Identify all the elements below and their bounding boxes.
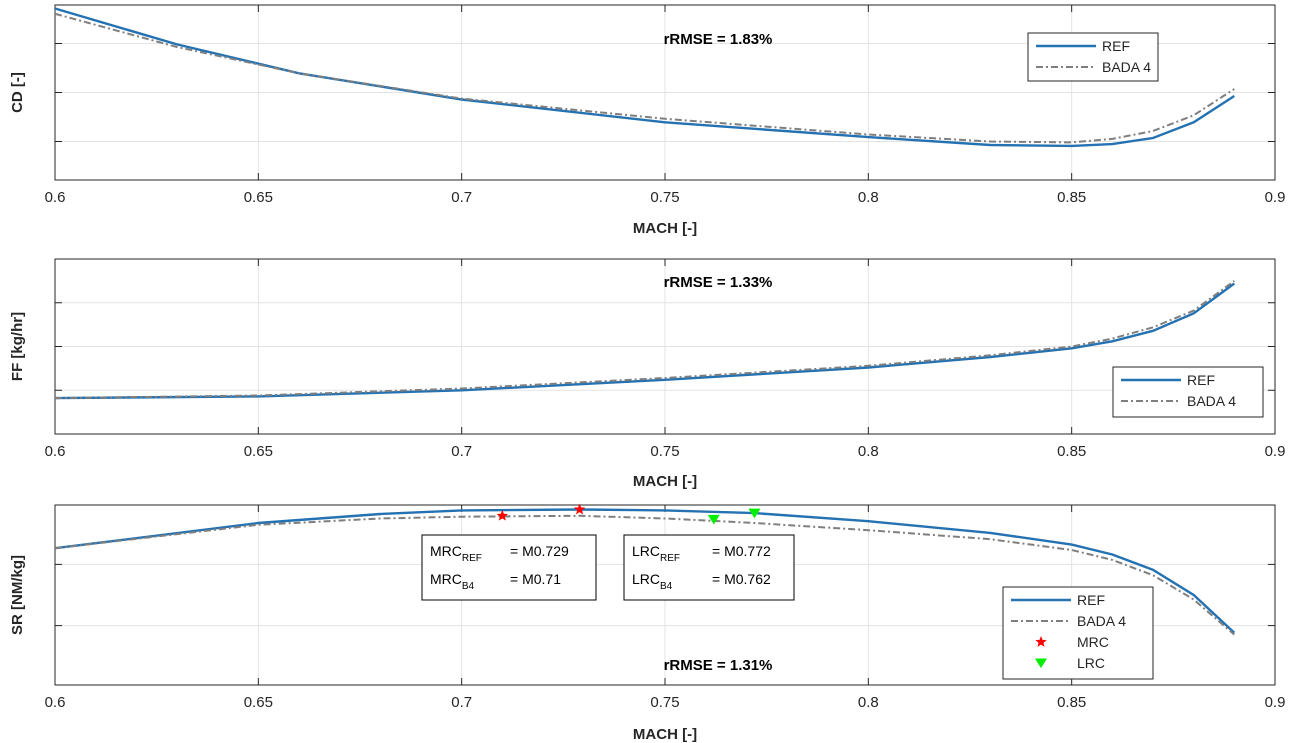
series-line-ref bbox=[54, 508, 1236, 634]
mrc-box: MRCREF = M0.729 MRCB4 = M0.71 bbox=[421, 534, 597, 601]
legend-swatch-mrc bbox=[1035, 636, 1047, 647]
x-tick-label: 0.85 bbox=[1057, 694, 1086, 711]
chart-cd: 0.6 0.65 0.7 0.75 0.8 0.85 0.9 MACH [-] CD [-] rR… bbox=[9, 4, 1286, 237]
legend: REF BADA 4 bbox=[1112, 366, 1264, 418]
x-axis-label: MACH [-] bbox=[633, 473, 697, 490]
y-axis-label: FF [kg/hr] bbox=[9, 312, 26, 381]
legend-swatch-lrc bbox=[1035, 658, 1047, 669]
x-tick-label: 0.65 bbox=[244, 189, 273, 206]
series-line-bada4 bbox=[54, 12, 1235, 144]
series-line-bada4 bbox=[54, 280, 1235, 400]
rmse-annotation: rRMSE = 1.31% bbox=[664, 657, 773, 674]
mrc-box-frame bbox=[421, 534, 597, 601]
legend-label: BADA 4 bbox=[1187, 393, 1236, 409]
mrc-box-line: MRCB4 = M0.71 bbox=[430, 571, 561, 592]
x-tick-label: 0.6 bbox=[45, 443, 66, 460]
legend-label: REF bbox=[1187, 372, 1215, 388]
x-tick-label: 0.85 bbox=[1057, 189, 1086, 206]
chart-sr: 0.6 0.65 0.7 0.75 0.8 0.85 0.9 MACH [-] SR [NM/k… bbox=[9, 503, 1286, 743]
x-axis-label: MACH [-] bbox=[633, 726, 697, 743]
x-tick-label: 0.7 bbox=[451, 189, 472, 206]
legend-label: REF bbox=[1077, 592, 1105, 608]
grid bbox=[54, 259, 1276, 434]
chart-ff: 0.6 0.65 0.7 0.75 0.8 0.85 0.9 MACH [-] FF [kg/h… bbox=[9, 258, 1286, 490]
legend-label: LRC bbox=[1077, 655, 1105, 671]
lrc-box-line: LRCB4 = M0.762 bbox=[632, 571, 771, 592]
x-tick-label: 0.65 bbox=[244, 694, 273, 711]
lrc-box-line: LRCREF = M0.772 bbox=[632, 543, 771, 564]
legend-frame bbox=[1002, 586, 1154, 680]
x-tick-label: 0.6 bbox=[45, 694, 66, 711]
lrc-box-frame bbox=[623, 534, 795, 601]
series-line-bada4 bbox=[54, 514, 1235, 636]
mrc-box-line: MRCREF = M0.729 bbox=[430, 543, 569, 564]
rmse-annotation: rRMSE = 1.83% bbox=[664, 31, 773, 48]
mrc-marker bbox=[573, 503, 586, 515]
legend-label: BADA 4 bbox=[1077, 613, 1126, 629]
legend-label: BADA 4 bbox=[1102, 59, 1151, 75]
x-axis-label: MACH [-] bbox=[633, 220, 697, 237]
series-line-ref bbox=[54, 282, 1236, 400]
lrc-box: LRCREF = M0.772 LRCB4 = M0.762 bbox=[623, 534, 795, 601]
x-tick-label: 0.75 bbox=[650, 189, 679, 206]
x-tick-label: 0.8 bbox=[858, 189, 879, 206]
legend-frame bbox=[1027, 32, 1159, 82]
x-tick-label: 0.9 bbox=[1265, 694, 1286, 711]
y-axis-label: CD [-] bbox=[9, 72, 26, 113]
lrc-marker bbox=[748, 508, 761, 519]
lrc-marker bbox=[707, 514, 720, 525]
x-tick-label: 0.8 bbox=[858, 443, 879, 460]
x-tick-label: 0.6 bbox=[45, 189, 66, 206]
x-tick-label: 0.85 bbox=[1057, 443, 1086, 460]
x-tick-label: 0.7 bbox=[451, 694, 472, 711]
x-tick-label: 0.75 bbox=[650, 443, 679, 460]
x-tick-label: 0.8 bbox=[858, 694, 879, 711]
x-tick-label: 0.75 bbox=[650, 694, 679, 711]
x-tick-label: 0.7 bbox=[451, 443, 472, 460]
rmse-annotation: rRMSE = 1.33% bbox=[664, 274, 773, 291]
x-tick-label: 0.9 bbox=[1265, 189, 1286, 206]
legend: REF BADA 4 MRC LRC bbox=[1002, 586, 1154, 680]
mrc-marker bbox=[496, 509, 509, 521]
x-tick-label: 0.9 bbox=[1265, 443, 1286, 460]
legend-frame bbox=[1112, 366, 1264, 418]
legend-label: REF bbox=[1102, 38, 1130, 54]
legend: REF BADA 4 bbox=[1027, 32, 1159, 82]
legend-label: MRC bbox=[1077, 634, 1109, 650]
x-tick-label: 0.65 bbox=[244, 443, 273, 460]
y-axis-label: SR [NM/kg] bbox=[9, 555, 26, 635]
